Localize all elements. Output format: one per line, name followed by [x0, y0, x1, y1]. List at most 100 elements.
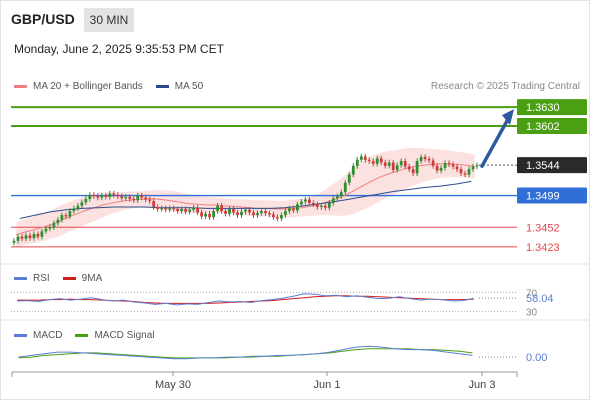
ma50-swatch: [155, 85, 169, 88]
x-tick-label: Jun 3: [469, 379, 496, 391]
candle: [112, 193, 116, 195]
candle: [216, 205, 219, 212]
candle: [415, 161, 419, 174]
candle: [351, 165, 355, 175]
candle: [244, 209, 247, 212]
macd-legend-label: MACD: [33, 330, 63, 341]
candle: [371, 161, 375, 164]
candle: [60, 215, 64, 220]
candle: [323, 205, 327, 208]
candle: [120, 196, 124, 199]
candle: [475, 165, 479, 167]
candle: [296, 204, 299, 211]
candle: [68, 211, 72, 217]
macd-signal-swatch: [75, 334, 89, 337]
candle: [387, 162, 391, 166]
candle: [256, 213, 259, 216]
candle: [76, 205, 80, 209]
candle: [160, 208, 164, 210]
pivot-price-tag: [517, 187, 587, 204]
candle: [92, 194, 96, 197]
candle: [212, 211, 215, 218]
candle: [132, 198, 136, 201]
candle: [431, 160, 435, 166]
rsi-current-value: 58.04: [526, 293, 554, 305]
interval-badge[interactable]: 30 MIN: [84, 8, 134, 32]
candle: [228, 209, 231, 214]
candle: [339, 192, 343, 197]
ma20-legend-label: MA 20 + Bollinger Bands: [33, 81, 143, 92]
candle: [148, 199, 152, 201]
candle: [395, 165, 399, 170]
bollinger-bands: [16, 147, 475, 247]
candle: [172, 208, 176, 210]
candle: [36, 234, 40, 237]
candle: [367, 159, 371, 162]
candle: [88, 194, 92, 199]
candle: [399, 161, 403, 166]
candle: [192, 207, 195, 210]
candle: [108, 193, 112, 197]
candle: [116, 194, 120, 197]
candle: [204, 213, 207, 217]
candle: [363, 156, 367, 160]
candle: [407, 166, 411, 170]
candle: [467, 169, 471, 175]
candle: [308, 199, 311, 203]
candle: [455, 166, 459, 170]
candles: [12, 153, 479, 246]
candle: [208, 213, 211, 218]
candle: [124, 196, 128, 199]
candle: [156, 207, 160, 209]
candle: [264, 211, 267, 214]
candle: [300, 201, 303, 205]
candle: [379, 158, 383, 163]
rsi-legend-label: RSI: [33, 273, 50, 284]
candle: [236, 212, 239, 216]
candle: [12, 240, 16, 243]
candle: [451, 164, 455, 167]
candle: [315, 204, 319, 207]
timestamp: Monday, June 2, 2025 9:35:53 PM CET: [14, 42, 224, 56]
candle: [56, 219, 60, 224]
candle: [152, 201, 156, 208]
candle: [427, 159, 431, 161]
candle: [44, 228, 48, 232]
candle: [268, 213, 271, 215]
rsi-ma-legend-label: 9MA: [81, 273, 103, 284]
candle: [471, 166, 475, 170]
ma50-legend-label: MA 50: [174, 81, 204, 92]
candle: [196, 207, 199, 213]
candle: [272, 214, 275, 218]
rsi-line: [17, 293, 474, 306]
support-price-label: 1.3423: [526, 242, 560, 254]
candle: [20, 236, 24, 239]
macd-signal-legend-label: MACD Signal: [94, 330, 155, 341]
candle: [52, 223, 56, 228]
candle: [84, 198, 88, 203]
candle: [100, 195, 104, 198]
candle: [419, 157, 423, 162]
candle: [252, 212, 255, 216]
candle: [347, 174, 351, 183]
candle: [24, 235, 28, 239]
candle: [188, 209, 191, 212]
rsi-ma-swatch: [62, 277, 76, 280]
current-price-tag: [517, 157, 587, 174]
candle: [312, 203, 315, 205]
candle: [176, 209, 179, 211]
candle: [136, 195, 140, 201]
price-legend: MA 20 + Bollinger Bands MA 50: [14, 81, 203, 92]
candle: [292, 208, 295, 211]
candle: [343, 182, 347, 193]
candle: [276, 217, 279, 219]
resistance-price-label: 1.3630: [526, 102, 560, 114]
rsi-level-label: 30: [526, 308, 538, 319]
candle: [40, 231, 44, 237]
candle: [140, 195, 144, 198]
current-price-label: 1.3544: [526, 160, 560, 172]
candle: [375, 158, 379, 164]
candle: [16, 236, 20, 241]
